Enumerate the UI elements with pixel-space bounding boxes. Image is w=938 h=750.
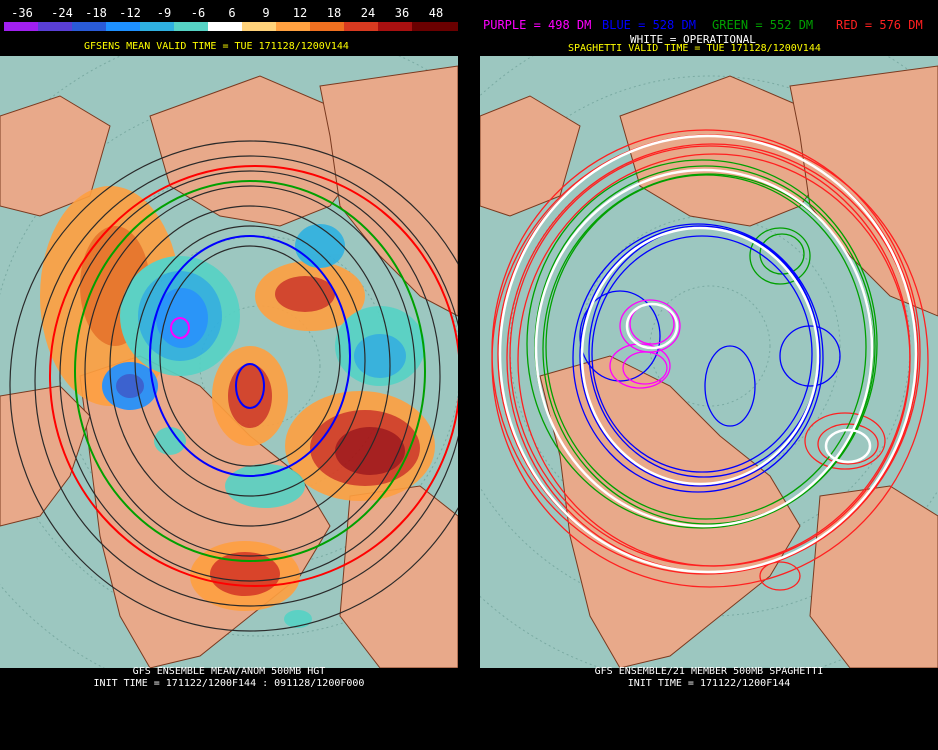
right-footer-line1: GFS ENSEMBLE/21 MEMBER 500MB SPAGHETTI bbox=[594, 666, 824, 677]
scale-segment bbox=[344, 22, 378, 31]
left-panel-title: GFSENS MEAN VALID TIME = TUE 171128/1200… bbox=[84, 41, 349, 52]
scale-label: 24 bbox=[360, 6, 376, 20]
scale-segment bbox=[242, 22, 276, 31]
scale-label: 12 bbox=[292, 6, 308, 20]
scale-label: -6 bbox=[190, 6, 206, 20]
scale-label: 48 bbox=[428, 6, 444, 20]
legend-blue: BLUE = 528 DM bbox=[602, 18, 696, 32]
right-map bbox=[480, 56, 938, 668]
legend-green: GREEN = 552 DM bbox=[712, 18, 814, 32]
scale-label: 36 bbox=[394, 6, 410, 20]
scale-label: 6 bbox=[228, 6, 236, 20]
right-footer-line2: INIT TIME = 171122/1200F144 bbox=[627, 678, 791, 689]
scale-label: 9 bbox=[262, 6, 270, 20]
scale-segment bbox=[38, 22, 72, 31]
scale-label: -24 bbox=[51, 6, 73, 20]
right-map-svg bbox=[480, 56, 938, 668]
scale-segment bbox=[276, 22, 310, 31]
scale-segment bbox=[106, 22, 140, 31]
scale-segment bbox=[208, 22, 242, 31]
scale-segment bbox=[310, 22, 344, 31]
right-panel-title: SPAGHETTI VALID TIME = TUE 171128/1200V1… bbox=[568, 43, 821, 54]
scale-label: 18 bbox=[326, 6, 342, 20]
scale-segment bbox=[412, 22, 458, 31]
scale-segment bbox=[72, 22, 106, 31]
left-map-svg bbox=[0, 56, 458, 668]
scale-label: -9 bbox=[156, 6, 172, 20]
scale-segment bbox=[378, 22, 412, 31]
left-map bbox=[0, 56, 458, 668]
scale-label: -18 bbox=[85, 6, 107, 20]
legend-red: RED = 576 DM bbox=[836, 18, 923, 32]
scale-label: -12 bbox=[119, 6, 141, 20]
left-footer-line1: GFS ENSEMBLE MEAN/ANOM 500MB HGT bbox=[132, 666, 326, 677]
scale-segment bbox=[174, 22, 208, 31]
scale-segment bbox=[4, 22, 38, 31]
left-footer-line2: INIT TIME = 171122/1200F144 : 091128/120… bbox=[93, 678, 365, 689]
operational-note: WHITE = OPERATIONAL bbox=[630, 33, 756, 46]
scale-segment bbox=[140, 22, 174, 31]
scale-label: -36 bbox=[11, 6, 33, 20]
legend-purple: PURPLE = 498 DM bbox=[483, 18, 592, 32]
